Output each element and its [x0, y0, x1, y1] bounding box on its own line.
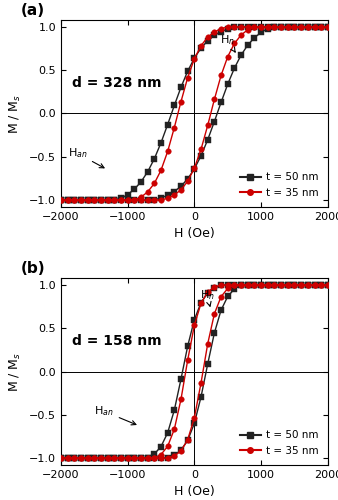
- Legend: t = 50 nm, t = 35 nm: t = 50 nm, t = 35 nm: [236, 426, 323, 460]
- Text: (b): (b): [21, 261, 45, 276]
- Text: H$_{an}$: H$_{an}$: [68, 146, 104, 168]
- Text: (a): (a): [21, 3, 45, 18]
- Y-axis label: M / M$_s$: M / M$_s$: [8, 94, 23, 134]
- Text: d = 328 nm: d = 328 nm: [72, 76, 161, 90]
- Y-axis label: M / M$_s$: M / M$_s$: [8, 352, 23, 392]
- Legend: t = 50 nm, t = 35 nm: t = 50 nm, t = 35 nm: [236, 168, 323, 202]
- X-axis label: H (Oe): H (Oe): [174, 228, 215, 240]
- X-axis label: H (Oe): H (Oe): [174, 486, 215, 498]
- Text: H$_n$: H$_n$: [220, 33, 235, 52]
- Text: H$_{an}$: H$_{an}$: [94, 404, 136, 425]
- Text: d = 158 nm: d = 158 nm: [72, 334, 161, 348]
- Text: H$_n$: H$_n$: [200, 288, 215, 306]
